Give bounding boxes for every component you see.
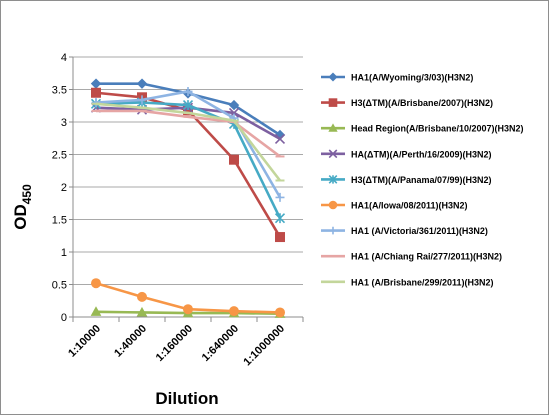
data-point xyxy=(274,213,286,224)
gridlines xyxy=(73,56,303,285)
series-group xyxy=(90,78,286,318)
legend-label: HA1(A/Wyoming/3/03)(H3N2) xyxy=(351,73,473,83)
x-tick-label: 1:640000 xyxy=(200,323,241,364)
legend-label: H3(ΔTM)(A/Panama/07/99)(H3N2) xyxy=(351,175,492,185)
legend-marker xyxy=(328,200,338,210)
x-tick-label: 1:10000 xyxy=(66,323,103,360)
data-point xyxy=(275,192,285,202)
data-point xyxy=(274,133,286,144)
legend-item: HA1(A/Wyoming/3/03)(H3N2) xyxy=(321,72,473,83)
legend-marker xyxy=(328,72,338,82)
series-7 xyxy=(91,86,285,202)
legend-label: H3(ΔTM)(A/Brisbane/2007)(H3N2) xyxy=(351,98,493,108)
y-axis-title: OD450 xyxy=(11,184,34,230)
x-tick-label: 1:160000 xyxy=(154,323,195,364)
y-tick-label: 3 xyxy=(61,117,67,129)
y-tick-label: 1.5 xyxy=(52,215,67,227)
legend-label: HA1 (A/Chiang Rai/277/2011)(H3N2) xyxy=(351,252,502,262)
legend: HA1(A/Wyoming/3/03)(H3N2) H3(ΔTM)(A/Brisb… xyxy=(321,72,524,287)
y-tick-label: 2 xyxy=(61,182,67,194)
y-axis-title-subscript: 450 xyxy=(20,184,34,204)
legend-item: HA1 (A/Victoria/361/2011)(H3N2) xyxy=(321,226,488,236)
legend-marker xyxy=(328,123,338,132)
legend-marker xyxy=(328,175,338,184)
series-8 xyxy=(91,109,285,158)
legend-item: Head Region(A/Brisbane/10/2007)(H3N2) xyxy=(321,123,524,134)
legend-label: HA1 (A/Brisbane/299/2011)(H3N2) xyxy=(351,277,494,287)
y-tick-label: 1 xyxy=(61,247,67,259)
legend-item: HA1 (A/Brisbane/299/2011)(H3N2) xyxy=(321,277,494,287)
legend-item: HA(ΔTM)(A/Perth/16/2009)(H3N2) xyxy=(321,149,492,159)
data-point xyxy=(183,304,193,315)
legend-item: HA1(A/Iowa/08/2011)(H3N2) xyxy=(321,201,468,211)
data-point xyxy=(228,99,240,111)
data-point xyxy=(137,95,147,105)
x-axis-title: Dilution xyxy=(155,389,218,408)
data-point xyxy=(91,98,101,107)
series-line xyxy=(95,102,282,182)
series-line xyxy=(95,101,282,219)
data-point xyxy=(91,278,101,289)
y-tick-label: 0.5 xyxy=(52,280,67,292)
data-point xyxy=(275,232,285,243)
y-axis-title-main: OD xyxy=(11,204,30,230)
data-point xyxy=(275,307,285,318)
series-9 xyxy=(91,102,285,182)
data-point xyxy=(90,306,102,316)
data-point xyxy=(136,306,148,317)
x-tick-label: 1:40000 xyxy=(112,323,149,360)
data-point xyxy=(90,78,102,89)
legend-item: H3(ΔTM)(A/Brisbane/2007)(H3N2) xyxy=(321,98,493,108)
data-point xyxy=(182,100,194,111)
legend-label: HA1(A/Iowa/08/2011)(H3N2) xyxy=(351,201,468,211)
data-point xyxy=(183,86,193,96)
legend-item: HA1 (A/Chiang Rai/277/2011)(H3N2) xyxy=(321,252,502,262)
legend-marker xyxy=(328,98,338,107)
series-6 xyxy=(91,278,285,318)
x-tick-label: 1:1000000 xyxy=(241,323,287,369)
legend-label: HA1 (A/Victoria/361/2011)(H3N2) xyxy=(351,226,488,236)
data-point xyxy=(137,291,147,302)
y-tick-label: 0 xyxy=(61,312,67,324)
data-point xyxy=(229,306,239,317)
legend-label: HA(ΔTM)(A/Perth/16/2009)(H3N2) xyxy=(351,149,492,159)
legend-item: H3(ΔTM)(A/Panama/07/99)(H3N2) xyxy=(321,175,492,185)
data-point xyxy=(136,78,148,89)
legend-label: Head Region(A/Brisbane/10/2007)(H3N2) xyxy=(351,124,524,134)
data-point xyxy=(229,154,239,165)
legend-marker xyxy=(328,149,338,159)
data-point xyxy=(91,87,101,98)
y-tick-label: 4 xyxy=(61,52,67,64)
y-tick-label: 2.5 xyxy=(52,150,67,162)
legend-marker xyxy=(329,226,337,235)
y-tick-label: 3.5 xyxy=(52,85,67,97)
